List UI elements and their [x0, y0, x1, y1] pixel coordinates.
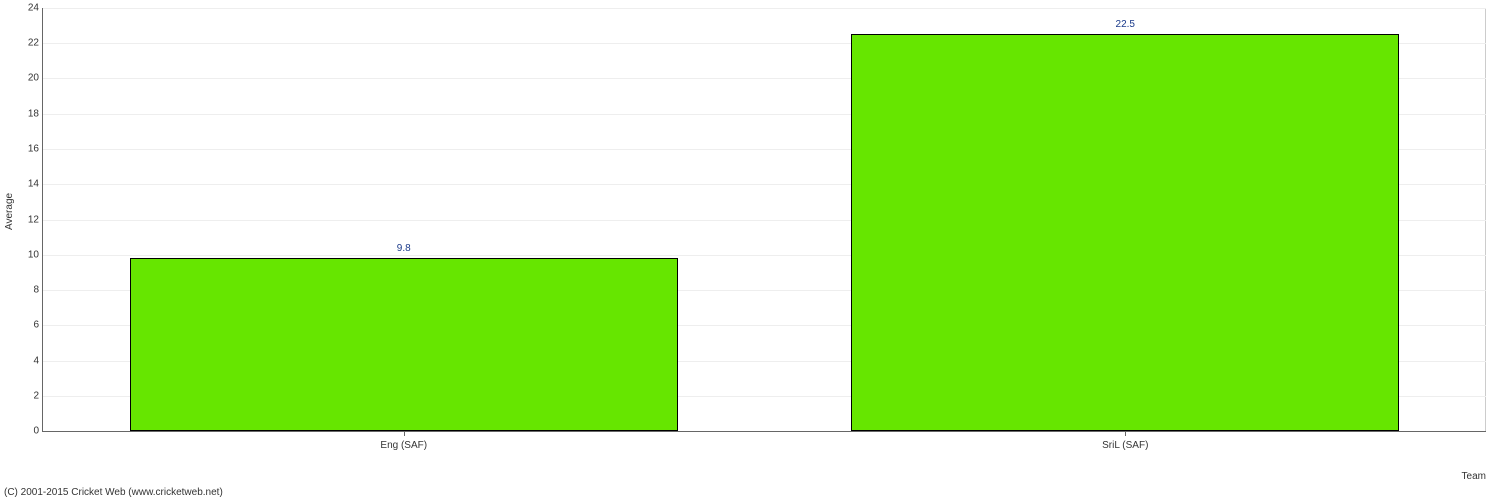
y-tick-label: 0 [15, 426, 39, 437]
y-tick-label: 20 [15, 73, 39, 84]
y-tick-label: 6 [15, 320, 39, 331]
chart-container: Average 0246810121416182022249.8Eng (SAF… [0, 0, 1500, 500]
x-tick-label: Eng (SAF) [380, 440, 427, 451]
y-tick-label: 24 [15, 3, 39, 14]
grid-line [43, 8, 1486, 9]
y-tick-label: 2 [15, 390, 39, 401]
x-axis-label: Team [1462, 471, 1486, 482]
y-tick-label: 18 [15, 108, 39, 119]
x-tick-mark [404, 431, 405, 436]
chart-wrapper: 0246810121416182022249.8Eng (SAF)22.5Sri… [42, 8, 1486, 460]
plot-area: 0246810121416182022249.8Eng (SAF)22.5Sri… [42, 8, 1486, 432]
x-tick-label: SriL (SAF) [1102, 440, 1148, 451]
bar-value-label: 9.8 [397, 243, 411, 254]
y-tick-label: 8 [15, 284, 39, 295]
y-axis-label: Average [4, 193, 15, 230]
y-tick-label: 10 [15, 249, 39, 260]
y-tick-label: 12 [15, 214, 39, 225]
y-tick-label: 22 [15, 38, 39, 49]
bar [851, 34, 1399, 431]
y-tick-label: 14 [15, 179, 39, 190]
y-tick-label: 16 [15, 143, 39, 154]
copyright-text: (C) 2001-2015 Cricket Web (www.cricketwe… [4, 487, 223, 498]
bar [130, 258, 678, 431]
bar-value-label: 22.5 [1116, 19, 1135, 30]
x-tick-mark [1125, 431, 1126, 436]
y-tick-label: 4 [15, 355, 39, 366]
